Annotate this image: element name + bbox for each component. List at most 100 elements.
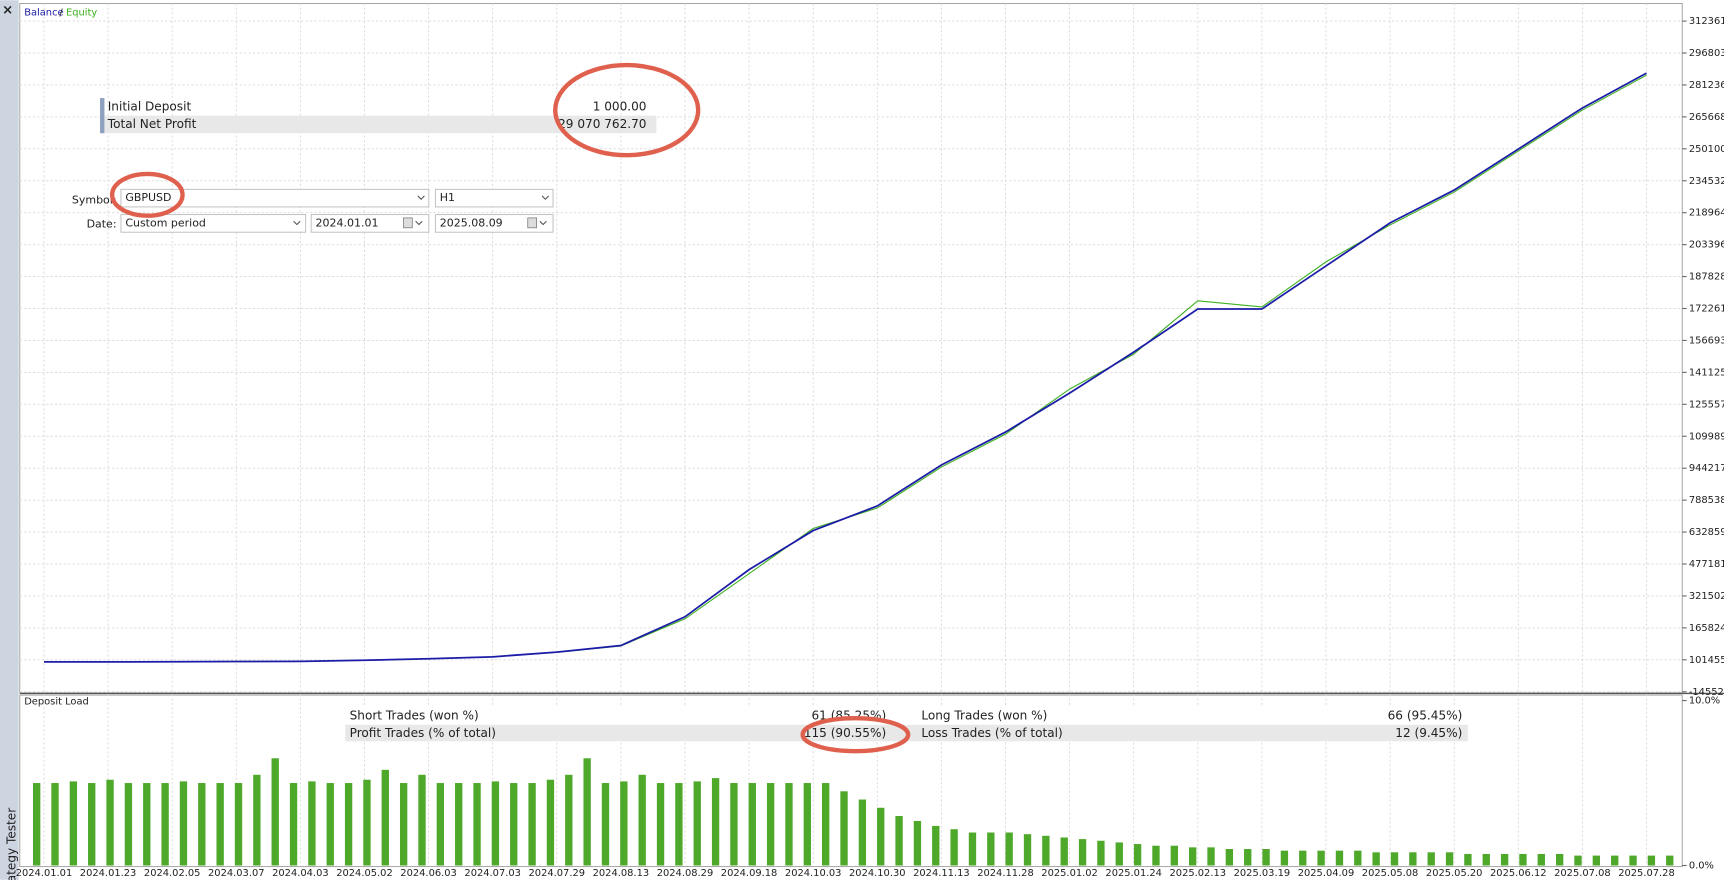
results-label: Total Net Profit — [107, 117, 197, 131]
results-value: 29 070 762.70 — [558, 117, 646, 131]
bar — [1042, 835, 1050, 866]
bar — [822, 783, 830, 866]
bar — [381, 769, 389, 866]
y-tick-label: 1722610 — [1689, 304, 1724, 315]
x-tick-label: 2024.02.05 — [144, 868, 201, 879]
bar — [1078, 839, 1087, 866]
date-label: Date: — [87, 218, 117, 231]
symbol-select[interactable] — [120, 188, 430, 208]
y-tick-label: 10.0% — [1689, 696, 1720, 707]
symbol-value: GBPUSD — [125, 191, 171, 204]
y-tick-label: 2968038 — [1689, 48, 1724, 59]
bar — [473, 783, 481, 866]
main-pane — [19, 3, 1683, 694]
y-tick-label: 4771812 — [1689, 559, 1724, 570]
bar — [326, 783, 334, 866]
y-tick-label: 3215026 — [1689, 591, 1724, 602]
y-tick-label: 6328598 — [1689, 527, 1724, 538]
bar — [1372, 852, 1380, 866]
bar — [1611, 855, 1619, 866]
bar — [1519, 853, 1527, 866]
timeframe-value: H1 — [440, 191, 455, 204]
y-tick-label: 2656681 — [1689, 112, 1724, 123]
x-tick-label: 2025.07.28 — [1618, 868, 1675, 879]
bar — [1647, 855, 1656, 866]
x-tick-label: 2025.04.09 — [1298, 868, 1355, 879]
bar — [399, 783, 408, 866]
x-tick-label: 2024.03.07 — [208, 868, 265, 879]
bar — [124, 783, 133, 866]
x-tick-label: 2025.01.24 — [1105, 868, 1162, 879]
bar — [1317, 850, 1325, 866]
x-tick-label: 2024.07.29 — [529, 868, 586, 879]
y-tick-label: 2501002 — [1689, 144, 1724, 155]
sidebar — [0, 0, 19, 880]
bar — [1574, 855, 1582, 866]
bar — [32, 783, 41, 866]
bar — [253, 774, 261, 866]
bar — [1666, 855, 1674, 866]
sidebar-title: Strategy Tester — [5, 808, 19, 880]
x-tick-label: 2024.08.13 — [593, 868, 650, 879]
y-tick-label: 2189645 — [1689, 208, 1724, 219]
bar — [877, 807, 885, 866]
calendar-icon — [403, 217, 413, 229]
dropdown-arrow — [293, 220, 301, 226]
highlight-ring — [553, 62, 701, 158]
bar — [51, 783, 59, 866]
bar — [216, 783, 224, 866]
timeframe-select[interactable] — [434, 188, 554, 208]
bar — [1427, 852, 1435, 866]
bar — [803, 783, 812, 866]
x-tick-label: 2024.07.03 — [464, 868, 521, 879]
bar — [895, 816, 903, 866]
bar — [840, 791, 848, 866]
bar — [913, 820, 922, 866]
bar — [1097, 840, 1105, 866]
y-tick-label: 101455 — [1689, 655, 1724, 666]
bar — [1335, 850, 1344, 866]
dropdown-arrow — [539, 220, 547, 226]
bar — [546, 779, 555, 866]
period-select[interactable] — [120, 214, 307, 233]
highlight-ring — [800, 715, 911, 754]
bar — [1537, 853, 1545, 866]
highlight-ring — [109, 171, 185, 218]
y-tick-label: 7885384 — [1689, 495, 1724, 506]
x-tick-label: 2025.05.20 — [1426, 868, 1483, 879]
to-value: 2025.08.09 — [440, 216, 503, 229]
bar — [106, 779, 114, 866]
pane-title: Deposit Load — [24, 697, 89, 708]
results-row-bg — [104, 115, 657, 134]
bar — [1225, 849, 1234, 866]
bar — [858, 799, 867, 866]
bar — [1464, 853, 1472, 866]
bar — [987, 832, 995, 866]
bar — [179, 781, 188, 866]
close-button[interactable]: × — [2, 3, 13, 18]
to-date[interactable] — [434, 214, 554, 233]
from-date[interactable] — [310, 214, 430, 233]
y-tick-label: 1099895 — [1689, 431, 1724, 442]
bar — [289, 783, 298, 866]
from-value: 2024.01.01 — [316, 216, 379, 229]
x-tick-label: 2024.05.02 — [336, 868, 393, 879]
bar — [1629, 855, 1637, 866]
bar — [748, 783, 756, 866]
x-tick-label: 2024.11.13 — [913, 868, 970, 879]
calendar-icon — [527, 217, 537, 229]
bar — [271, 758, 279, 866]
y-tick-label: 3123617 — [1689, 16, 1724, 27]
bar — [638, 774, 646, 866]
bar — [1133, 844, 1142, 866]
x-tick-label: 2025.02.13 — [1170, 868, 1227, 879]
bar — [1207, 847, 1215, 866]
bar — [950, 829, 958, 866]
bar — [161, 783, 169, 866]
trades-label: Profit Trades (% of total) — [350, 726, 496, 740]
x-tick-label: 2025.06.12 — [1490, 868, 1547, 879]
x-tick-label: 2024.11.28 — [977, 868, 1034, 879]
x-tick-label: 2025.03.19 — [1234, 868, 1291, 879]
y-tick-label: 9442170 — [1689, 463, 1724, 474]
bar — [69, 781, 78, 866]
